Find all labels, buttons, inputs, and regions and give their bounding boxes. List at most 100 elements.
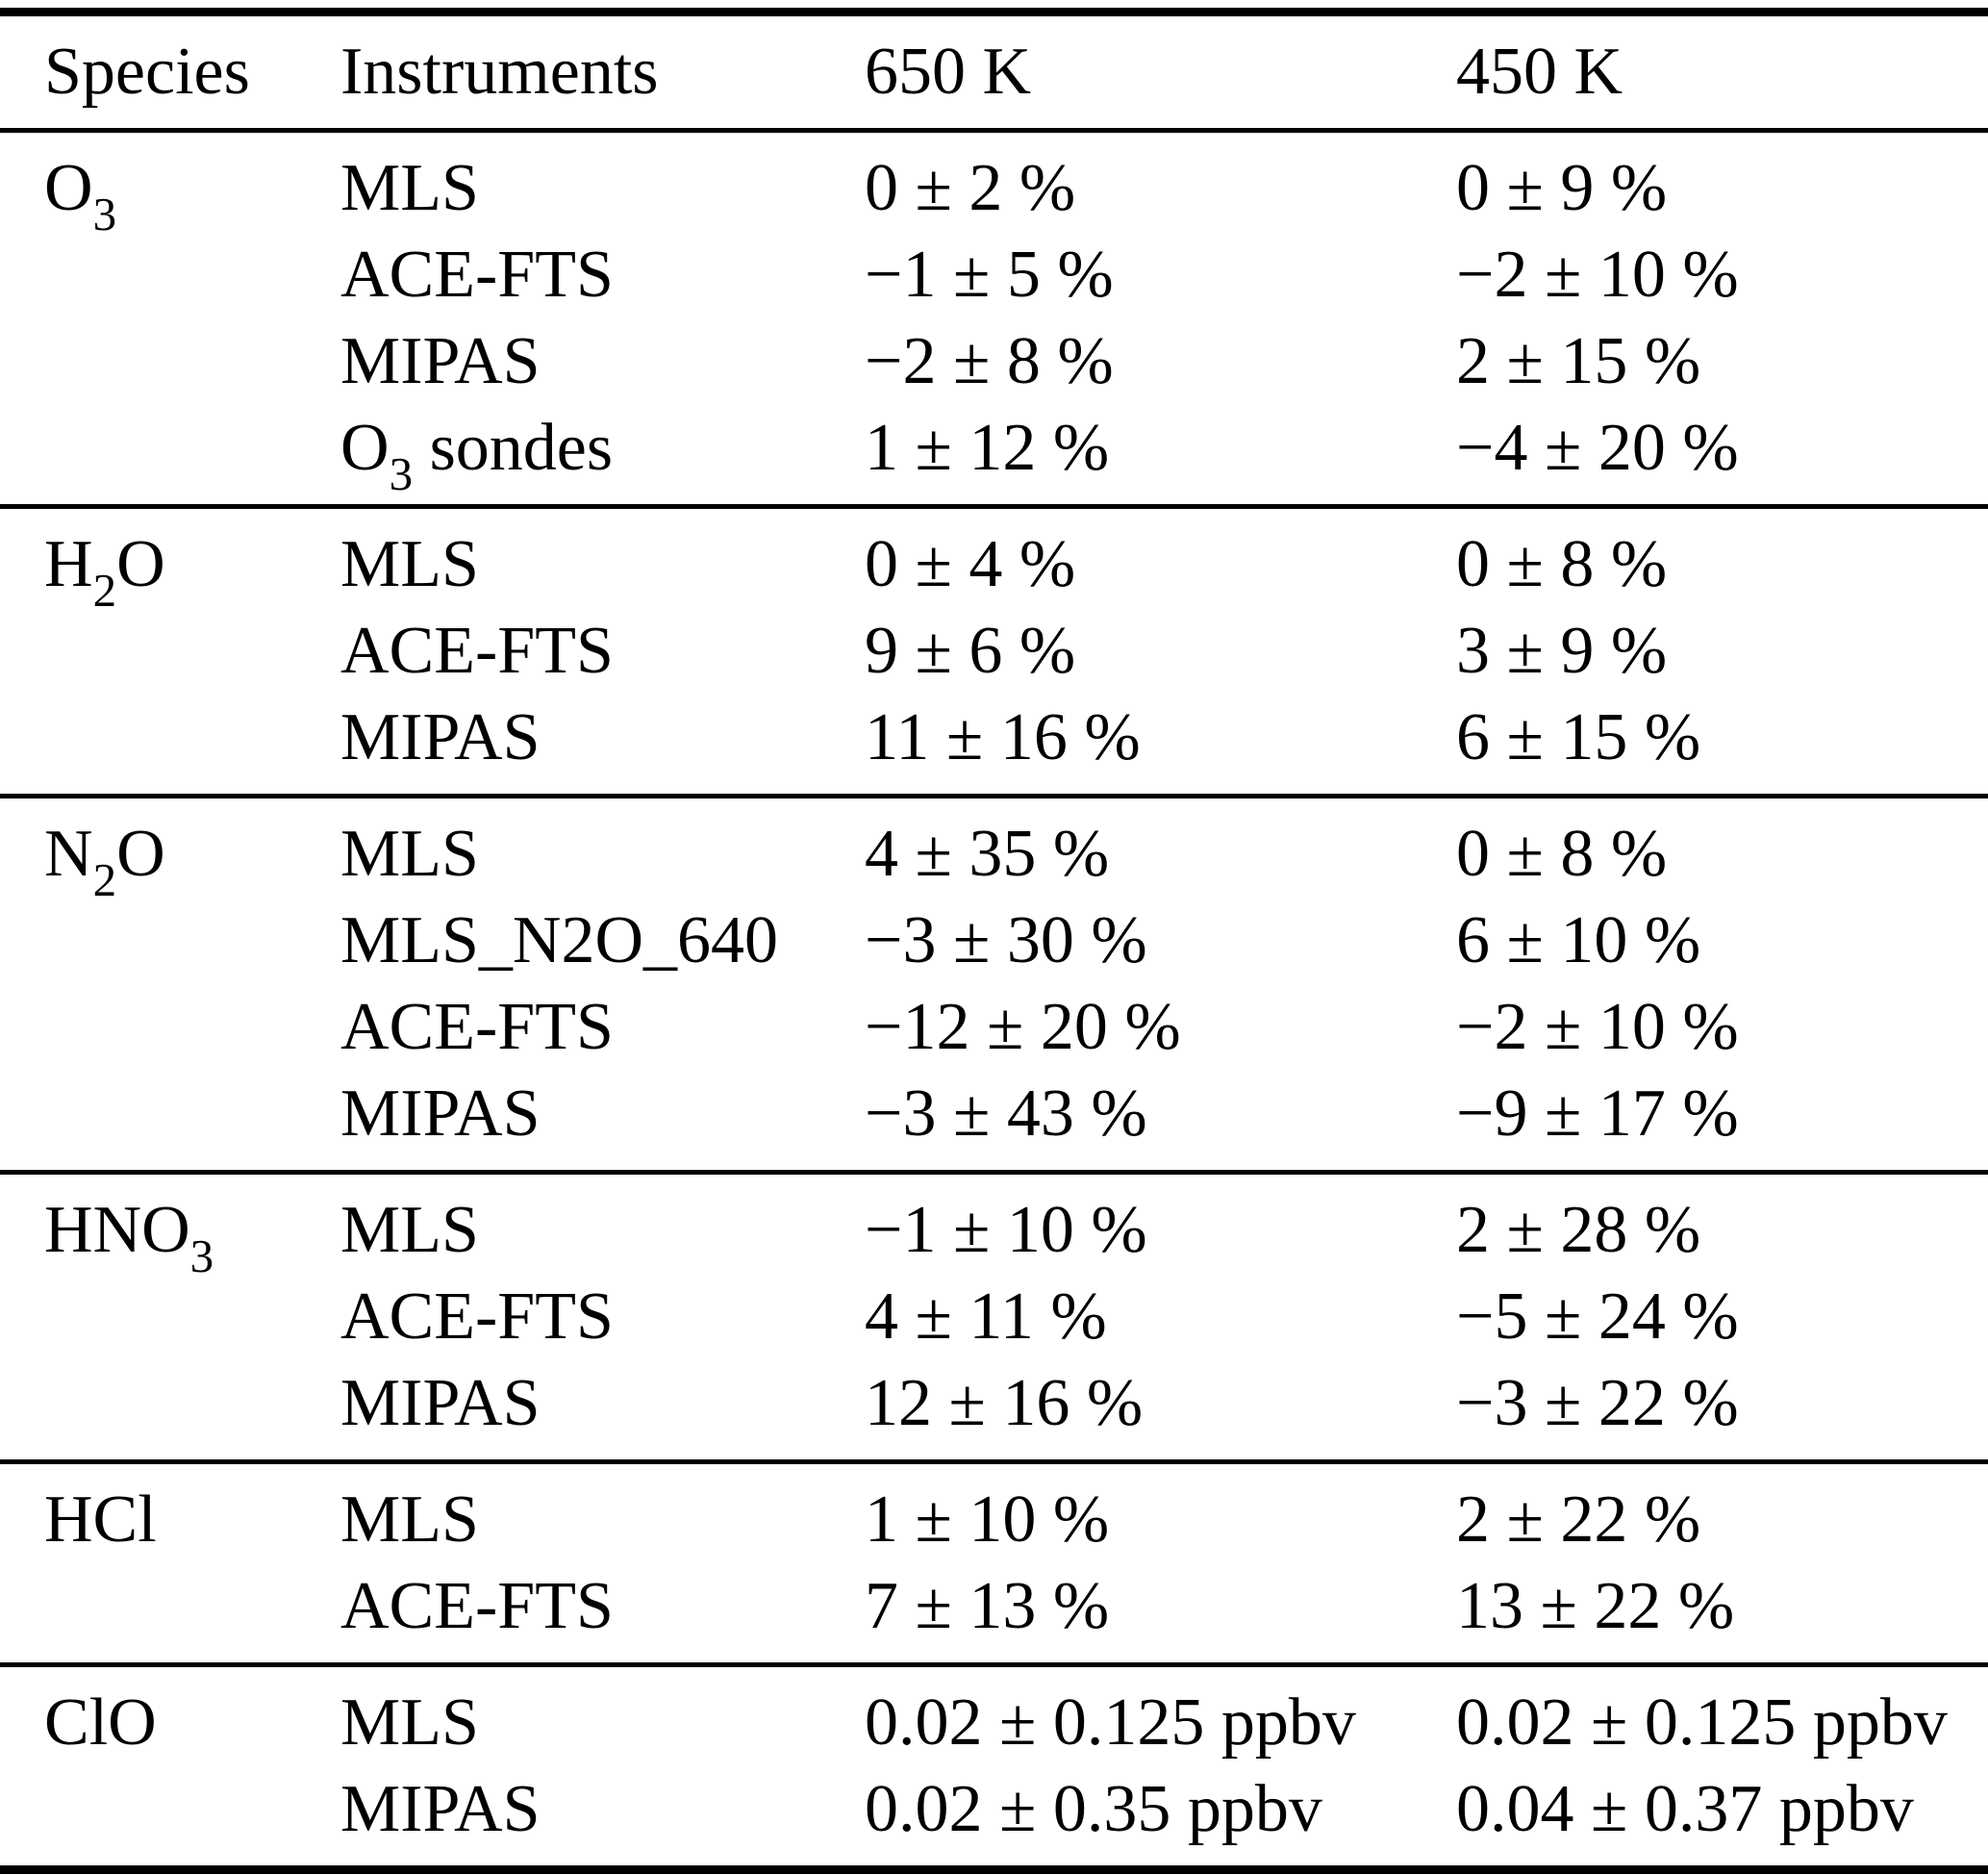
table-body: O3 MLS 0 ± 2 % 0 ± 9 % ACE-FTS −1 ± 5 % −2 ± 1… [0, 133, 1988, 1865]
table-row: ACE-FTS −12 ± 20 % −2 ± 10 % [0, 984, 1988, 1071]
table-row: H2O MLS 0 ± 4 % 0 ± 8 % [0, 521, 1988, 614]
instrument-cell: MLS_N2O_640 [340, 907, 865, 975]
table-row: ACE-FTS 7 ± 13 % 13 ± 22 % [0, 1563, 1988, 1650]
value-450-cell: 0 ± 8 % [1456, 527, 1668, 601]
value-450-cell: 6 ± 15 % [1456, 700, 1701, 774]
value-450-cell: −3 ± 22 % [1456, 1366, 1739, 1440]
instrument-cell: ACE-FTS [340, 241, 865, 309]
column-header-instruments: Instruments [340, 35, 659, 109]
value-650-cell: −1 ± 10 % [865, 1193, 1147, 1267]
table-row: MIPAS 0.02 ± 0.35 ppbv 0.04 ± 0.37 ppbv [0, 1766, 1988, 1853]
instrument-cell: ACE-FTS [340, 994, 865, 1061]
section-divider [0, 504, 1988, 509]
text-segment: ACE-FTS [340, 614, 614, 688]
text-segment: MLS [340, 817, 479, 891]
text-segment: ACE-FTS [340, 990, 614, 1064]
instrument-cell: O3 sondes [340, 415, 865, 497]
text-segment: MIPAS [340, 324, 541, 398]
column-header-650k: 650 K [865, 35, 1032, 109]
value-650-cell: 1 ± 10 % [865, 1482, 1110, 1557]
section-divider [0, 1459, 1988, 1464]
instrument-cell: MIPAS [340, 328, 865, 395]
instrument-cell: ACE-FTS [340, 1573, 865, 1640]
text-segment: ClO [44, 1685, 157, 1760]
instrument-cell: MIPAS [340, 1370, 865, 1437]
table-row: MLS_N2O_640 −3 ± 30 % 6 ± 10 % [0, 898, 1988, 984]
text-segment: sondes [413, 411, 614, 485]
instrument-cell: MLS [340, 531, 865, 598]
value-650-cell: 1 ± 12 % [865, 411, 1110, 485]
table-header: Species Instruments 650 K 450 K [0, 16, 1988, 128]
species-cell: N2O [44, 821, 340, 903]
species-section: H2O MLS 0 ± 4 % 0 ± 8 % ACE-FTS 9 ± 6 % 3 ± 9 … [0, 509, 1988, 794]
value-650-cell: 0.02 ± 0.35 ppbv [865, 1772, 1322, 1846]
comparison-table: Species Instruments 650 K 450 K O3 MLS 0 ±… [0, 8, 1988, 1874]
section-divider [0, 1662, 1988, 1667]
value-450-cell: 2 ± 22 % [1456, 1482, 1701, 1557]
species-cell: HCl [44, 1486, 340, 1554]
value-650-cell: −3 ± 30 % [865, 903, 1147, 977]
text-segment: MIPAS [340, 1077, 541, 1151]
table-row: MIPAS 12 ± 16 % −3 ± 22 % [0, 1360, 1988, 1447]
table-row: MIPAS −3 ± 43 % −9 ± 17 % [0, 1071, 1988, 1157]
value-650-cell: 0.02 ± 0.125 ppbv [865, 1685, 1356, 1760]
table-row: N2O MLS 4 ± 35 % 0 ± 8 % [0, 811, 1988, 903]
instrument-cell: ACE-FTS [340, 1283, 865, 1351]
value-450-cell: 0.04 ± 0.37 ppbv [1456, 1772, 1914, 1846]
value-650-cell: −1 ± 5 % [865, 238, 1114, 312]
table-row: O3 sondes 1 ± 12 % −4 ± 20 % [0, 405, 1988, 497]
table-row: ACE-FTS 9 ± 6 % 3 ± 9 % [0, 608, 1988, 695]
value-650-cell: −3 ± 43 % [865, 1077, 1147, 1151]
header-divider [0, 128, 1988, 133]
subscript: 3 [92, 187, 117, 241]
text-segment: MIPAS [340, 1772, 541, 1846]
text-segment: MLS [340, 151, 479, 225]
text-segment: MLS [340, 1193, 479, 1267]
text-segment: ACE-FTS [340, 1569, 614, 1643]
text-segment: N [44, 817, 93, 891]
value-650-cell: 4 ± 11 % [865, 1280, 1107, 1354]
section-divider [0, 1170, 1988, 1175]
instrument-cell: MLS [340, 821, 865, 888]
instrument-cell: ACE-FTS [340, 618, 865, 685]
text-segment: ACE-FTS [340, 238, 614, 312]
species-cell: HNO3 [44, 1197, 340, 1280]
text-segment: MLS [340, 1482, 479, 1557]
text-segment: HCl [44, 1482, 157, 1557]
value-450-cell: 6 ± 10 % [1456, 903, 1701, 977]
instrument-cell: MLS [340, 1689, 865, 1757]
species-section: HNO3 MLS −1 ± 10 % 2 ± 28 % ACE-FTS 4 ± 11 % −… [0, 1175, 1988, 1459]
subscript: 3 [389, 446, 414, 500]
species-section: HCl MLS 1 ± 10 % 2 ± 22 % ACE-FTS 7 ± 13 % 13 … [0, 1464, 1988, 1662]
table-row: ACE-FTS 4 ± 11 % −5 ± 24 % [0, 1274, 1988, 1360]
value-650-cell: 0 ± 4 % [865, 527, 1076, 601]
text-segment: ACE-FTS [340, 1280, 614, 1354]
table-row: HNO3 MLS −1 ± 10 % 2 ± 28 % [0, 1187, 1988, 1280]
value-450-cell: 3 ± 9 % [1456, 614, 1668, 688]
instrument-cell: MIPAS [340, 1080, 865, 1148]
column-header-species: Species [44, 35, 250, 109]
instrument-cell: MLS [340, 1486, 865, 1554]
value-450-cell: 2 ± 28 % [1456, 1193, 1701, 1267]
value-450-cell: −2 ± 10 % [1456, 990, 1739, 1064]
value-650-cell: −12 ± 20 % [865, 990, 1181, 1064]
subscript: 2 [92, 563, 117, 617]
species-cell: ClO [44, 1689, 340, 1757]
value-650-cell: 11 ± 16 % [865, 700, 1141, 774]
value-650-cell: 4 ± 35 % [865, 817, 1110, 891]
value-450-cell: 0 ± 8 % [1456, 817, 1668, 891]
table-row: O3 MLS 0 ± 2 % 0 ± 9 % [0, 145, 1988, 238]
instrument-cell: MIPAS [340, 1776, 865, 1843]
species-section: N2O MLS 4 ± 35 % 0 ± 8 % MLS_N2O_640 −3 ± 30 … [0, 798, 1988, 1170]
species-cell: O3 [44, 155, 340, 238]
value-450-cell: 0 ± 9 % [1456, 151, 1668, 225]
value-450-cell: −2 ± 10 % [1456, 238, 1739, 312]
table-row: ClO MLS 0.02 ± 0.125 ppbv 0.02 ± 0.125 ppbv [0, 1680, 1988, 1766]
table-row: MIPAS −2 ± 8 % 2 ± 15 % [0, 318, 1988, 405]
subscript: 2 [92, 852, 117, 906]
column-header-450k: 450 K [1456, 35, 1623, 109]
text-segment: O [116, 817, 165, 891]
instrument-cell: MIPAS [340, 704, 865, 772]
table-row: HCl MLS 1 ± 10 % 2 ± 22 % [0, 1477, 1988, 1563]
